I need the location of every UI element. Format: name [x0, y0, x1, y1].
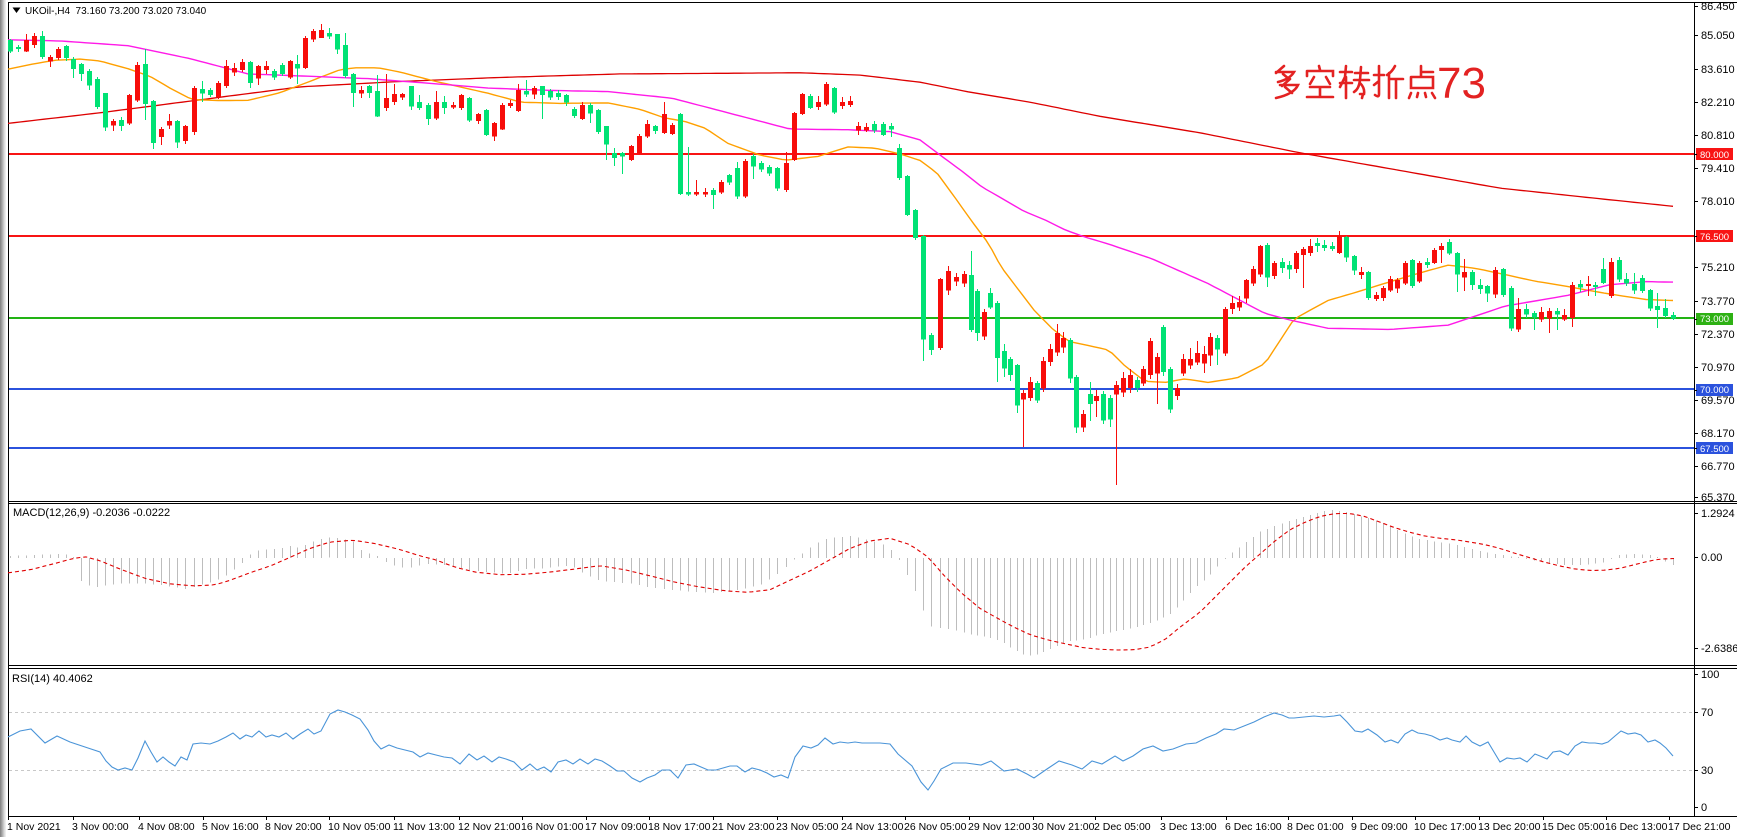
svg-text:29 Nov 12:00: 29 Nov 12:00 — [968, 821, 1031, 833]
svg-text:1 Nov 2021: 1 Nov 2021 — [7, 821, 61, 833]
svg-text:5 Nov 16:00: 5 Nov 16:00 — [202, 821, 259, 833]
svg-text:6 Dec 16:00: 6 Dec 16:00 — [1225, 821, 1282, 833]
svg-text:100: 100 — [1701, 669, 1719, 681]
svg-text:86.450: 86.450 — [1701, 1, 1735, 13]
svg-text:18 Nov 17:00: 18 Nov 17:00 — [648, 821, 711, 833]
svg-text:13 Dec 20:00: 13 Dec 20:00 — [1478, 821, 1541, 833]
svg-text:73.770: 73.770 — [1701, 296, 1735, 308]
svg-text:16 Nov 01:00: 16 Nov 01:00 — [521, 821, 584, 833]
svg-text:UKOil-,H4 73.160 73.200 73.02: UKOil-,H4 73.160 73.200 73.020 73.040 — [25, 6, 207, 17]
svg-text:67.500: 67.500 — [1700, 444, 1729, 455]
svg-text:78.010: 78.010 — [1701, 196, 1735, 208]
svg-text:30 Nov 21:00: 30 Nov 21:00 — [1032, 821, 1095, 833]
svg-text:3 Dec 13:00: 3 Dec 13:00 — [1160, 821, 1217, 833]
svg-text:15 Dec 05:00: 15 Dec 05:00 — [1542, 821, 1605, 833]
svg-text:10 Dec 17:00: 10 Dec 17:00 — [1414, 821, 1477, 833]
svg-text:0: 0 — [1701, 802, 1707, 814]
svg-text:69.570: 69.570 — [1701, 395, 1735, 407]
svg-text:73: 73 — [1437, 59, 1486, 108]
svg-text:83.610: 83.610 — [1701, 64, 1735, 76]
svg-text:21 Nov 23:00: 21 Nov 23:00 — [712, 821, 775, 833]
svg-text:3 Nov 00:00: 3 Nov 00:00 — [72, 821, 129, 833]
svg-text:0.00: 0.00 — [1701, 552, 1722, 564]
svg-text:4 Nov 08:00: 4 Nov 08:00 — [138, 821, 195, 833]
svg-text:10 Nov 05:00: 10 Nov 05:00 — [328, 821, 391, 833]
svg-text:RSI(14) 40.4062: RSI(14) 40.4062 — [12, 673, 93, 685]
svg-text:30: 30 — [1701, 765, 1713, 777]
svg-text:85.050: 85.050 — [1701, 30, 1735, 42]
svg-text:79.410: 79.410 — [1701, 163, 1735, 175]
svg-text:65.370: 65.370 — [1701, 492, 1735, 504]
svg-text:70.970: 70.970 — [1701, 362, 1735, 374]
svg-text:11 Nov 13:00: 11 Nov 13:00 — [393, 821, 455, 833]
svg-text:24 Nov 13:00: 24 Nov 13:00 — [841, 821, 904, 833]
svg-text:80.000: 80.000 — [1700, 150, 1729, 161]
svg-text:72.370: 72.370 — [1701, 329, 1735, 341]
svg-text:80.810: 80.810 — [1701, 130, 1735, 142]
svg-text:16 Dec 13:00: 16 Dec 13:00 — [1605, 821, 1668, 833]
svg-text:26 Nov 05:00: 26 Nov 05:00 — [904, 821, 967, 833]
svg-text:66.770: 66.770 — [1701, 461, 1735, 473]
svg-text:9 Dec 09:00: 9 Dec 09:00 — [1351, 821, 1408, 833]
svg-text:8 Nov 20:00: 8 Nov 20:00 — [265, 821, 322, 833]
svg-text:1.2924: 1.2924 — [1701, 508, 1735, 520]
svg-text:70.000: 70.000 — [1700, 385, 1729, 396]
svg-text:-2.6386: -2.6386 — [1701, 643, 1737, 655]
svg-text:75.210: 75.210 — [1701, 262, 1735, 274]
svg-text:17 Nov 09:00: 17 Nov 09:00 — [585, 821, 648, 833]
svg-text:23 Nov 05:00: 23 Nov 05:00 — [776, 821, 839, 833]
svg-text:73.000: 73.000 — [1700, 314, 1729, 325]
svg-text:68.170: 68.170 — [1701, 428, 1735, 440]
svg-text:12 Nov 21:00: 12 Nov 21:00 — [458, 821, 521, 833]
svg-text:MACD(12,26,9) -0.2036 -0.0222: MACD(12,26,9) -0.2036 -0.0222 — [13, 507, 170, 519]
svg-text:8 Dec 01:00: 8 Dec 01:00 — [1287, 821, 1344, 833]
svg-text:70: 70 — [1701, 707, 1713, 719]
svg-text:76.500: 76.500 — [1700, 232, 1729, 243]
svg-text:2 Dec 05:00: 2 Dec 05:00 — [1094, 821, 1151, 833]
svg-text:82.210: 82.210 — [1701, 97, 1735, 109]
svg-text:17 Dec 21:00: 17 Dec 21:00 — [1668, 821, 1731, 833]
